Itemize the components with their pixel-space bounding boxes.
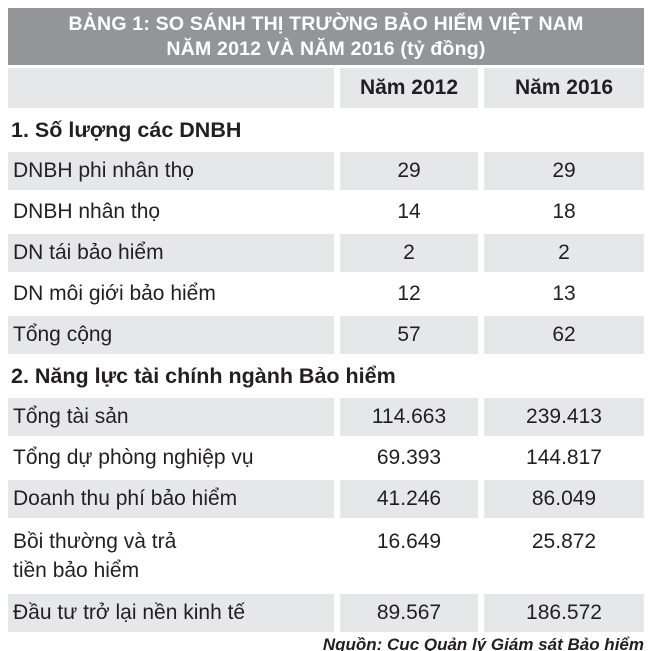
row-dnbh-nhan-tho: DNBH nhân thọ 14 18 (8, 193, 644, 231)
row-dnbh-phi-nhan-tho: DNBH phi nhân thọ 29 29 (8, 152, 644, 190)
row-value-2012: 41.246 (340, 480, 478, 518)
row-tong-cong: Tổng cộng 57 62 (8, 316, 644, 354)
source-note: Nguồn: Cục Quản lý Giám sát Bảo hiểm (322, 635, 644, 651)
row-label: DNBH phi nhân thọ (8, 152, 334, 190)
section-header-so-luong-dnbh: 1. Số lượng các DNBH (8, 111, 644, 149)
row-value-2012: 29 (340, 152, 478, 190)
row-label: Doanh thu phí bảo hiểm (8, 480, 334, 518)
row-value-2012: 57 (340, 316, 478, 354)
row-label: DN tái bảo hiểm (8, 234, 334, 272)
row-value-2012: 14 (340, 193, 478, 231)
row-boi-thuong-va-tra-tien-bao-hiem: Bồi thường và trả tiền bảo hiểm 16.649 2… (8, 521, 644, 591)
row-value-2012: 114.663 (340, 398, 478, 436)
row-value-2016: 144.817 (484, 439, 644, 477)
row-dn-moi-gioi-bao-hiem: DN môi giới bảo hiểm 12 13 (8, 275, 644, 313)
column-header-empty (8, 68, 334, 108)
row-label: Tổng tài sản (8, 398, 334, 436)
row-value-2016: 18 (484, 193, 644, 231)
row-value-2016: 186.572 (484, 594, 644, 632)
row-value-2012: 89.567 (340, 594, 478, 632)
column-header-2012: Năm 2012 (340, 68, 478, 108)
row-value-2016: 2 (484, 234, 644, 272)
row-label: DN môi giới bảo hiểm (8, 275, 334, 313)
table-title: BẢNG 1: SO SÁNH THỊ TRƯỜNG BẢO HIỂM VIỆT… (8, 8, 644, 65)
row-value-2016: 62 (484, 316, 644, 354)
row-dn-tai-bao-hiem: DN tái bảo hiểm 2 2 (8, 234, 644, 272)
row-tong-du-phong-nghiep-vu: Tổng dự phòng nghiệp vụ 69.393 144.817 (8, 439, 644, 477)
row-dau-tu-tro-lai-nen-kinh-te: Đầu tư trở lại nền kinh tế 89.567 186.57… (8, 594, 644, 632)
row-value-2016: 239.413 (484, 398, 644, 436)
row-value-2012: 12 (340, 275, 478, 313)
table-title-line-2: NĂM 2012 VÀ NĂM 2016 (tỷ đồng) (166, 37, 486, 60)
row-label: Tổng cộng (8, 316, 334, 354)
row-tong-tai-san: Tổng tài sản 114.663 239.413 (8, 398, 644, 436)
row-value-2012: 69.393 (340, 439, 478, 477)
section-header-nang-luc-tai-chinh: 2. Năng lực tài chính ngành Bảo hiểm (8, 357, 644, 395)
row-label: Bồi thường và trả tiền bảo hiểm (8, 521, 334, 591)
row-value-2012: 16.649 (340, 521, 478, 591)
row-value-2016: 29 (484, 152, 644, 190)
row-label: DNBH nhân thọ (8, 193, 334, 231)
row-value-2016: 25.872 (484, 521, 644, 591)
table-title-line-1: BẢNG 1: SO SÁNH THỊ TRƯỜNG BẢO HIỂM VIỆT… (68, 12, 584, 35)
row-label: Tổng dự phòng nghiệp vụ (8, 439, 334, 477)
row-doanh-thu-phi-bao-hiem: Doanh thu phí bảo hiểm 41.246 86.049 (8, 480, 644, 518)
row-value-2016: 13 (484, 275, 644, 313)
column-header-2016: Năm 2016 (484, 68, 644, 108)
row-value-2012: 2 (340, 234, 478, 272)
row-label: Đầu tư trở lại nền kinh tế (8, 594, 334, 632)
column-header-row: Năm 2012 Năm 2016 (8, 68, 644, 108)
row-value-2016: 86.049 (484, 480, 644, 518)
